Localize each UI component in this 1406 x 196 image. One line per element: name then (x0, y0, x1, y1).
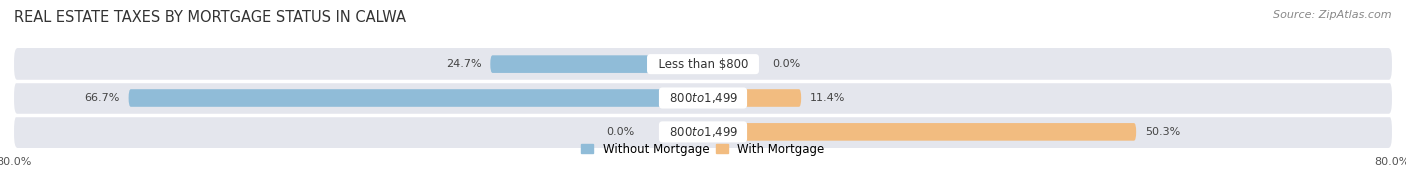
Text: REAL ESTATE TAXES BY MORTGAGE STATUS IN CALWA: REAL ESTATE TAXES BY MORTGAGE STATUS IN … (14, 10, 406, 25)
FancyBboxPatch shape (491, 55, 703, 73)
Text: 0.0%: 0.0% (606, 127, 634, 137)
FancyBboxPatch shape (14, 82, 1392, 114)
Text: Source: ZipAtlas.com: Source: ZipAtlas.com (1274, 10, 1392, 20)
Text: $800 to $1,499: $800 to $1,499 (662, 125, 744, 139)
FancyBboxPatch shape (128, 89, 703, 107)
FancyBboxPatch shape (703, 89, 801, 107)
Text: 0.0%: 0.0% (772, 59, 800, 69)
Text: Less than $800: Less than $800 (651, 58, 755, 71)
Text: 50.3%: 50.3% (1144, 127, 1180, 137)
Text: 66.7%: 66.7% (84, 93, 120, 103)
FancyBboxPatch shape (14, 48, 1392, 80)
FancyBboxPatch shape (703, 123, 1136, 141)
Text: 24.7%: 24.7% (446, 59, 482, 69)
Legend: Without Mortgage, With Mortgage: Without Mortgage, With Mortgage (581, 143, 825, 156)
Text: $800 to $1,499: $800 to $1,499 (662, 91, 744, 105)
Text: 11.4%: 11.4% (810, 93, 845, 103)
FancyBboxPatch shape (14, 116, 1392, 148)
